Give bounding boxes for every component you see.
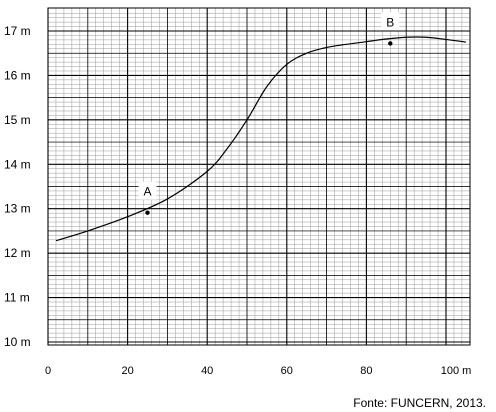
source-caption: Fonte: FUNCERN, 2013. bbox=[353, 396, 486, 410]
y-tick-label: 15 m bbox=[4, 113, 31, 127]
point-b-marker bbox=[388, 41, 393, 46]
y-tick-label: 13 m bbox=[4, 202, 31, 216]
x-tick-label: 100 m bbox=[441, 365, 472, 377]
marked-points: AB bbox=[138, 12, 400, 215]
y-tick-label: 16 m bbox=[4, 68, 31, 82]
x-tick-label: 80 bbox=[360, 365, 372, 377]
x-axis-ticks: 0 20 40 60 80 100 m bbox=[45, 365, 471, 377]
y-tick-label: 11 m bbox=[4, 291, 30, 305]
point-a-marker bbox=[145, 210, 150, 215]
profile-line bbox=[55, 36, 466, 242]
plot-frame bbox=[47, 7, 471, 346]
y-tick-label: 17 m bbox=[4, 24, 31, 38]
x-tick-label: 20 bbox=[121, 365, 133, 377]
y-tick-label: 14 m bbox=[4, 157, 31, 171]
point-a-label: A bbox=[143, 185, 151, 199]
y-tick-label: 10 m bbox=[4, 335, 31, 349]
point-label-box bbox=[138, 181, 157, 200]
point-label-box bbox=[381, 12, 400, 31]
y-axis-ticks: 10 m 11 m 12 m 13 m 14 m 15 m 16 m 17 m bbox=[4, 24, 31, 349]
major-grid bbox=[47, 8, 470, 345]
y-tick-label: 12 m bbox=[4, 246, 31, 260]
x-tick-label: 60 bbox=[281, 365, 293, 377]
minor-grid bbox=[47, 8, 470, 345]
x-tick-label: 0 bbox=[45, 365, 51, 377]
point-b-label: B bbox=[386, 15, 394, 29]
x-tick-label: 40 bbox=[201, 365, 213, 377]
